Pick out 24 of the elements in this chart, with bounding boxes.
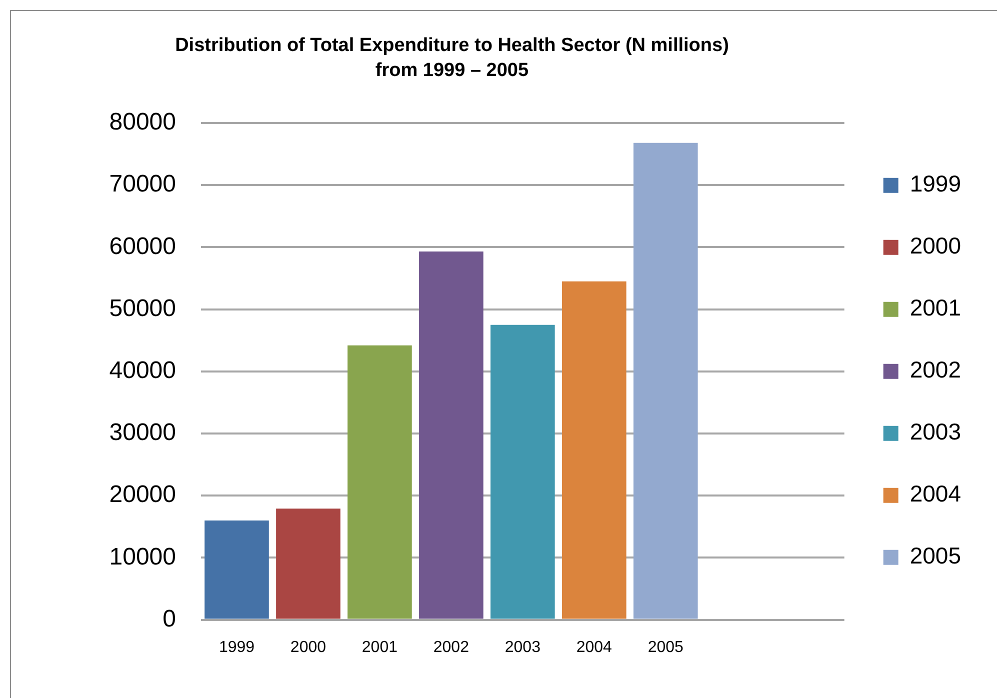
- y-tick-label: 40000: [109, 357, 176, 384]
- x-tick-label: 1999: [218, 638, 255, 656]
- x-tick-label: 2001: [362, 638, 398, 656]
- y-tick-label: 30000: [109, 419, 176, 446]
- y-tick-label: 20000: [109, 481, 176, 508]
- y-tick-label: 0: [162, 605, 176, 632]
- legend-label: 2005: [910, 542, 962, 569]
- legend-label: 2002: [910, 356, 962, 383]
- legend-label: 2000: [910, 232, 962, 259]
- legend-label: 2003: [910, 418, 962, 445]
- legend-label: 2001: [910, 294, 962, 321]
- x-tick-label: 2004: [576, 638, 612, 656]
- y-tick-label: 70000: [109, 170, 176, 198]
- legend-label: 2004: [910, 480, 962, 507]
- y-tick-label: 80000: [109, 108, 176, 136]
- x-tick-label: 2002: [433, 638, 470, 656]
- x-tick-label: 2005: [648, 638, 684, 656]
- x-tick-label: 2000: [290, 638, 326, 656]
- y-tick-label: 50000: [109, 294, 176, 322]
- y-tick-label: 60000: [109, 232, 176, 260]
- chart-title: Distribution of Total Expenditure to Health Sector (N millions) from 1999 – 2005: [174, 34, 730, 83]
- x-tick-label: 2003: [504, 638, 541, 656]
- legend-label: 1999: [910, 170, 962, 197]
- y-tick-label: 10000: [109, 543, 176, 570]
